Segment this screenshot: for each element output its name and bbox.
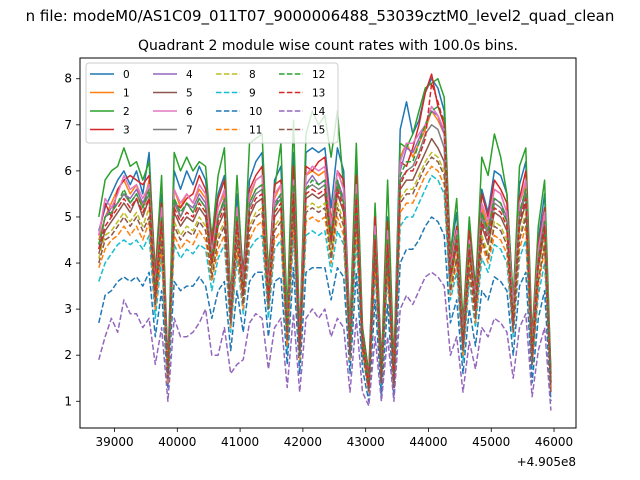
legend-label-5: 5	[186, 88, 193, 100]
legend-label-10: 10	[249, 106, 262, 118]
legend-label-1: 1	[123, 88, 130, 100]
x-tick-label: 42000	[284, 435, 322, 449]
x-tick-label: 44000	[409, 435, 447, 449]
x-tick-label: 39000	[95, 435, 133, 449]
series-line-13	[98, 82, 552, 389]
legend-label-3: 3	[123, 125, 130, 137]
chart-title: Quadrant 2 module wise count rates with …	[138, 38, 518, 54]
series-line-14	[98, 271, 552, 411]
legend-label-4: 4	[186, 69, 193, 81]
x-offset-label: +4.905e8	[517, 455, 576, 469]
y-tick-label: 6	[64, 164, 72, 178]
series-line-15	[98, 156, 552, 393]
x-tick-label: 40000	[158, 435, 196, 449]
y-tick-label: 1	[64, 394, 72, 408]
legend-label-6: 6	[186, 106, 193, 118]
y-tick-label: 3	[64, 302, 72, 316]
chart-suptitle: n file: modeM0/AS1C09_011T07_9000006488_…	[26, 7, 615, 26]
y-tick-label: 8	[64, 72, 72, 86]
legend-label-11: 11	[249, 125, 262, 137]
x-tick-label: 46000	[535, 435, 573, 449]
legend-label-12: 12	[312, 69, 325, 81]
legend-label-13: 13	[312, 88, 325, 100]
legend-label-7: 7	[186, 125, 193, 137]
series-line-10	[98, 216, 552, 403]
legend-label-2: 2	[123, 106, 130, 118]
plot-frame	[79, 57, 577, 429]
x-axis: 39000 40000 41000 42000 43000 44000 45000 46000	[95, 428, 573, 449]
y-tick-label: 2	[64, 348, 72, 362]
series-line-11	[98, 165, 552, 393]
legend-frame	[85, 62, 339, 144]
legend-label-0: 0	[123, 69, 130, 81]
y-axis: 1 2 3 4 5 6 7 8	[64, 72, 80, 408]
x-tick-label: 41000	[221, 435, 259, 449]
legend-label-14: 14	[312, 106, 326, 118]
y-tick-label: 7	[64, 118, 72, 132]
x-tick-label: 45000	[472, 435, 510, 449]
x-tick-label: 43000	[347, 435, 385, 449]
legend-label-8: 8	[249, 69, 256, 81]
legend-label-9: 9	[249, 88, 256, 100]
y-tick-label: 5	[64, 210, 72, 224]
y-tick-label: 4	[64, 256, 72, 270]
legend-label-15: 15	[312, 125, 325, 137]
